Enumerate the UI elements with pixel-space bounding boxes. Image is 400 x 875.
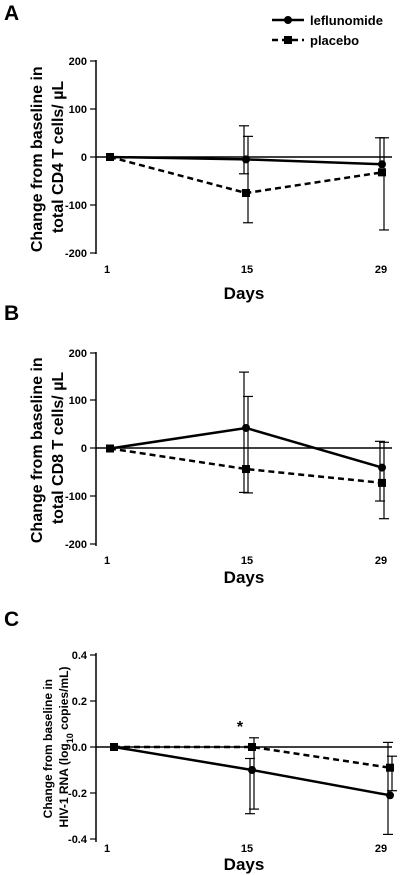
panel-b-ytick-label: -200 bbox=[65, 539, 87, 551]
panel-c-ytick-label: 0.4 bbox=[72, 650, 88, 662]
panel-a-point-leflunomide bbox=[378, 160, 386, 169]
panel-a-point-placebo bbox=[242, 189, 250, 197]
panel-c-point-leflunomide bbox=[386, 791, 394, 800]
panel-c-point-leflunomide bbox=[248, 766, 256, 774]
panel-b-line-placebo bbox=[109, 447, 383, 485]
panel-c-ylabel-line2-end: copies/mL) bbox=[57, 667, 71, 734]
panel-b-xtick-label: 15 bbox=[241, 555, 253, 567]
panel-b-y-ticks: 200 100 0 -100 -200 bbox=[65, 348, 96, 551]
panel-c-ylabel-line1: Change from baseline in bbox=[41, 679, 55, 818]
panel-c-plot-area bbox=[110, 737, 397, 836]
panel-a-ytick-label: 200 bbox=[69, 56, 87, 68]
legend-marker-leflunomide bbox=[284, 16, 292, 24]
legend-label-placebo: placebo bbox=[310, 33, 359, 48]
panel-b: B Change from baseline in total CD8 T ce… bbox=[4, 302, 392, 587]
panel-c-ytick-label: -0.2 bbox=[68, 788, 87, 800]
panel-b-letter: B bbox=[4, 302, 19, 325]
panel-b-ylabel-line1: Change from baseline in bbox=[29, 357, 46, 543]
panel-a-ytick-label: -100 bbox=[65, 200, 87, 212]
panel-b-point-leflunomide bbox=[242, 423, 250, 432]
significance-asterisk: * bbox=[237, 719, 244, 736]
legend-marker-placebo bbox=[284, 36, 292, 44]
panel-b-plot-area bbox=[106, 371, 389, 520]
panel-a-ytick-label: -200 bbox=[65, 248, 87, 260]
panel-a-ylabel: Change from baseline in total CD4 T cell… bbox=[29, 62, 67, 252]
panel-b-ytick-label: 200 bbox=[69, 348, 87, 360]
panel-a-ylabel-line1: Change from baseline in bbox=[29, 66, 46, 252]
panel-b-point-leflunomide bbox=[378, 463, 386, 472]
panel-a-letter: A bbox=[4, 2, 19, 25]
panel-b-point-placebo bbox=[378, 478, 386, 487]
panel-b-ytick-label: 0 bbox=[81, 443, 87, 455]
panel-a-xlabel: Days bbox=[224, 284, 265, 303]
panel-a-xtick-label: 29 bbox=[375, 264, 387, 276]
panel-a-ytick-label: 0 bbox=[81, 152, 87, 164]
panel-b-xtick-label: 1 bbox=[104, 555, 110, 567]
panel-c-ytick-label: 0.2 bbox=[72, 696, 87, 708]
panel-b-xtick-label: 29 bbox=[375, 555, 387, 567]
panel-b-point-placebo bbox=[106, 444, 114, 453]
panel-b-ytick-label: -100 bbox=[65, 491, 87, 503]
panel-c-ytick-label: 0.0 bbox=[72, 742, 87, 754]
panel-c-ytick-label: -0.4 bbox=[68, 834, 88, 846]
panel-c-xtick-label: 15 bbox=[241, 843, 253, 855]
panel-a-y-ticks: 200 100 0 -100 -200 bbox=[65, 56, 96, 260]
panel-c-ylabel: Change from baseline in HIV-1 RNA (log10… bbox=[41, 667, 75, 828]
panel-b-ytick-label: 100 bbox=[69, 395, 87, 407]
panel-a-point-placebo bbox=[106, 153, 114, 161]
panel-a-xtick-label: 1 bbox=[104, 264, 110, 276]
panel-a-xtick-label: 15 bbox=[241, 264, 253, 276]
panel-a: A Change from baseline in total CD4 T ce… bbox=[4, 2, 392, 303]
panel-c-y-ticks: 0.4 0.2 0.0 -0.2 -0.4 bbox=[68, 650, 96, 846]
legend: leflunomide placebo bbox=[272, 13, 383, 48]
panel-c-xtick-label: 29 bbox=[375, 843, 387, 855]
legend-label-leflunomide: leflunomide bbox=[310, 13, 383, 28]
panel-c-letter: C bbox=[4, 608, 19, 631]
panel-c-point-placebo bbox=[248, 743, 256, 751]
panel-c-ylabel-subscript: 10 bbox=[65, 733, 75, 743]
panel-c-point-placebo bbox=[110, 743, 118, 751]
panel-b-point-placebo bbox=[242, 465, 250, 474]
panel-c-point-placebo bbox=[386, 763, 394, 772]
panel-c-xlabel: Days bbox=[224, 855, 265, 874]
panel-c-ylabel-line2: HIV-1 RNA (log bbox=[57, 743, 71, 827]
panel-a-ylabel-line2: total CD4 T cells/ µL bbox=[50, 81, 67, 234]
panel-c-line-placebo bbox=[114, 745, 391, 769]
panel-a-plot-area bbox=[106, 125, 389, 231]
panel-b-ylabel: Change from baseline in total CD8 T cell… bbox=[29, 353, 67, 543]
panel-c: C Change from baseline in HIV-1 RNA (log… bbox=[4, 608, 397, 874]
panel-b-ylabel-line2: total CD8 T cells/ µL bbox=[50, 372, 67, 525]
panel-a-point-placebo bbox=[378, 168, 386, 177]
panel-a-point-leflunomide bbox=[242, 155, 250, 164]
panel-c-xtick-label: 1 bbox=[104, 843, 110, 855]
panel-a-ytick-label: 100 bbox=[69, 104, 87, 116]
panel-b-xlabel: Days bbox=[224, 568, 265, 587]
